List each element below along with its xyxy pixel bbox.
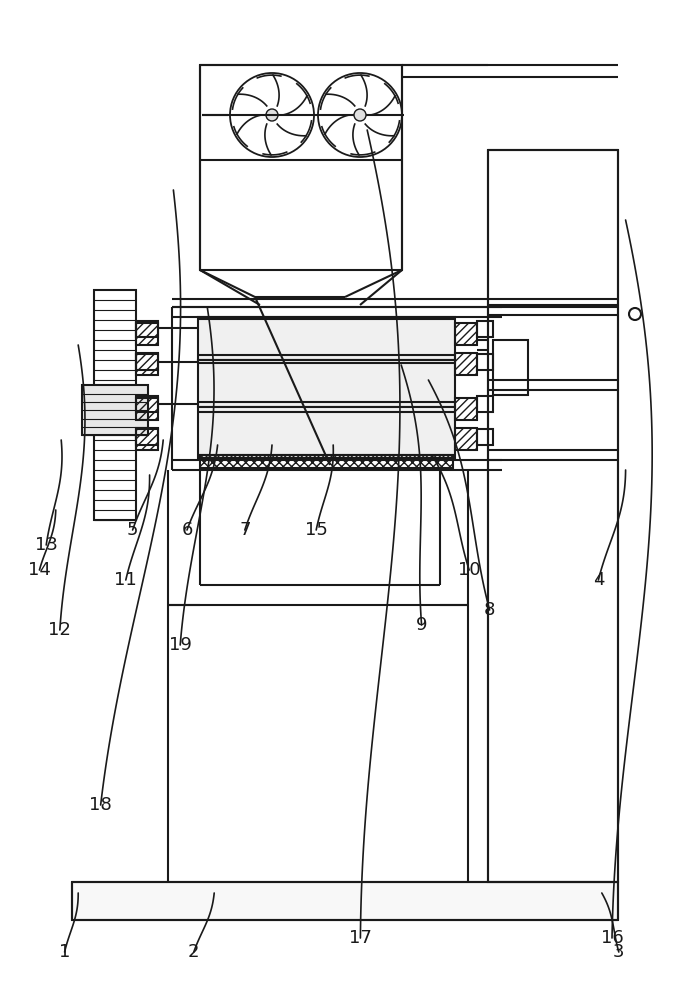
Bar bbox=[455, 428, 477, 450]
Bar bbox=[136, 323, 158, 345]
Bar bbox=[198, 317, 455, 360]
Bar bbox=[136, 428, 158, 450]
Bar bbox=[136, 354, 158, 370]
Bar bbox=[94, 290, 136, 520]
Text: 3: 3 bbox=[613, 943, 624, 961]
Text: 13: 13 bbox=[35, 536, 58, 554]
Text: 15: 15 bbox=[305, 521, 328, 539]
Text: 8: 8 bbox=[484, 601, 495, 619]
Bar bbox=[136, 353, 158, 375]
Bar bbox=[477, 321, 493, 337]
Bar bbox=[82, 385, 148, 435]
Text: 17: 17 bbox=[349, 929, 372, 947]
Text: 11: 11 bbox=[114, 571, 137, 589]
Text: 2: 2 bbox=[188, 943, 199, 961]
Bar bbox=[198, 360, 455, 407]
Text: 12: 12 bbox=[48, 621, 71, 639]
Text: 4: 4 bbox=[593, 571, 604, 589]
Text: 14: 14 bbox=[28, 561, 51, 579]
Text: 1: 1 bbox=[59, 943, 70, 961]
Text: 6: 6 bbox=[182, 521, 192, 539]
Bar bbox=[477, 396, 493, 412]
Text: 19: 19 bbox=[169, 636, 192, 654]
Bar bbox=[477, 354, 493, 370]
Text: 5: 5 bbox=[127, 521, 138, 539]
Bar bbox=[136, 321, 158, 337]
Bar bbox=[477, 429, 493, 445]
Bar bbox=[72, 882, 618, 920]
Bar bbox=[200, 455, 453, 468]
Text: 16: 16 bbox=[600, 929, 624, 947]
Circle shape bbox=[354, 109, 366, 121]
Circle shape bbox=[266, 109, 278, 121]
Bar bbox=[455, 353, 477, 375]
Bar bbox=[455, 323, 477, 345]
Bar bbox=[198, 407, 455, 458]
Bar bbox=[136, 398, 158, 420]
Bar bbox=[200, 65, 402, 270]
Bar bbox=[136, 396, 158, 412]
Text: 18: 18 bbox=[89, 796, 112, 814]
Text: 10: 10 bbox=[458, 561, 481, 579]
Text: 9: 9 bbox=[416, 616, 427, 634]
Bar bbox=[455, 398, 477, 420]
Bar bbox=[493, 340, 528, 395]
Bar bbox=[488, 150, 618, 882]
Bar bbox=[136, 429, 158, 445]
Text: 7: 7 bbox=[239, 521, 250, 539]
